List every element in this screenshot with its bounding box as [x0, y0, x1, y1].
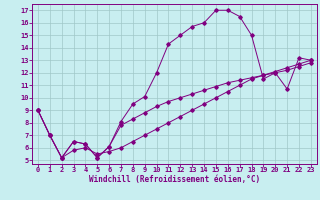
X-axis label: Windchill (Refroidissement éolien,°C): Windchill (Refroidissement éolien,°C): [89, 175, 260, 184]
